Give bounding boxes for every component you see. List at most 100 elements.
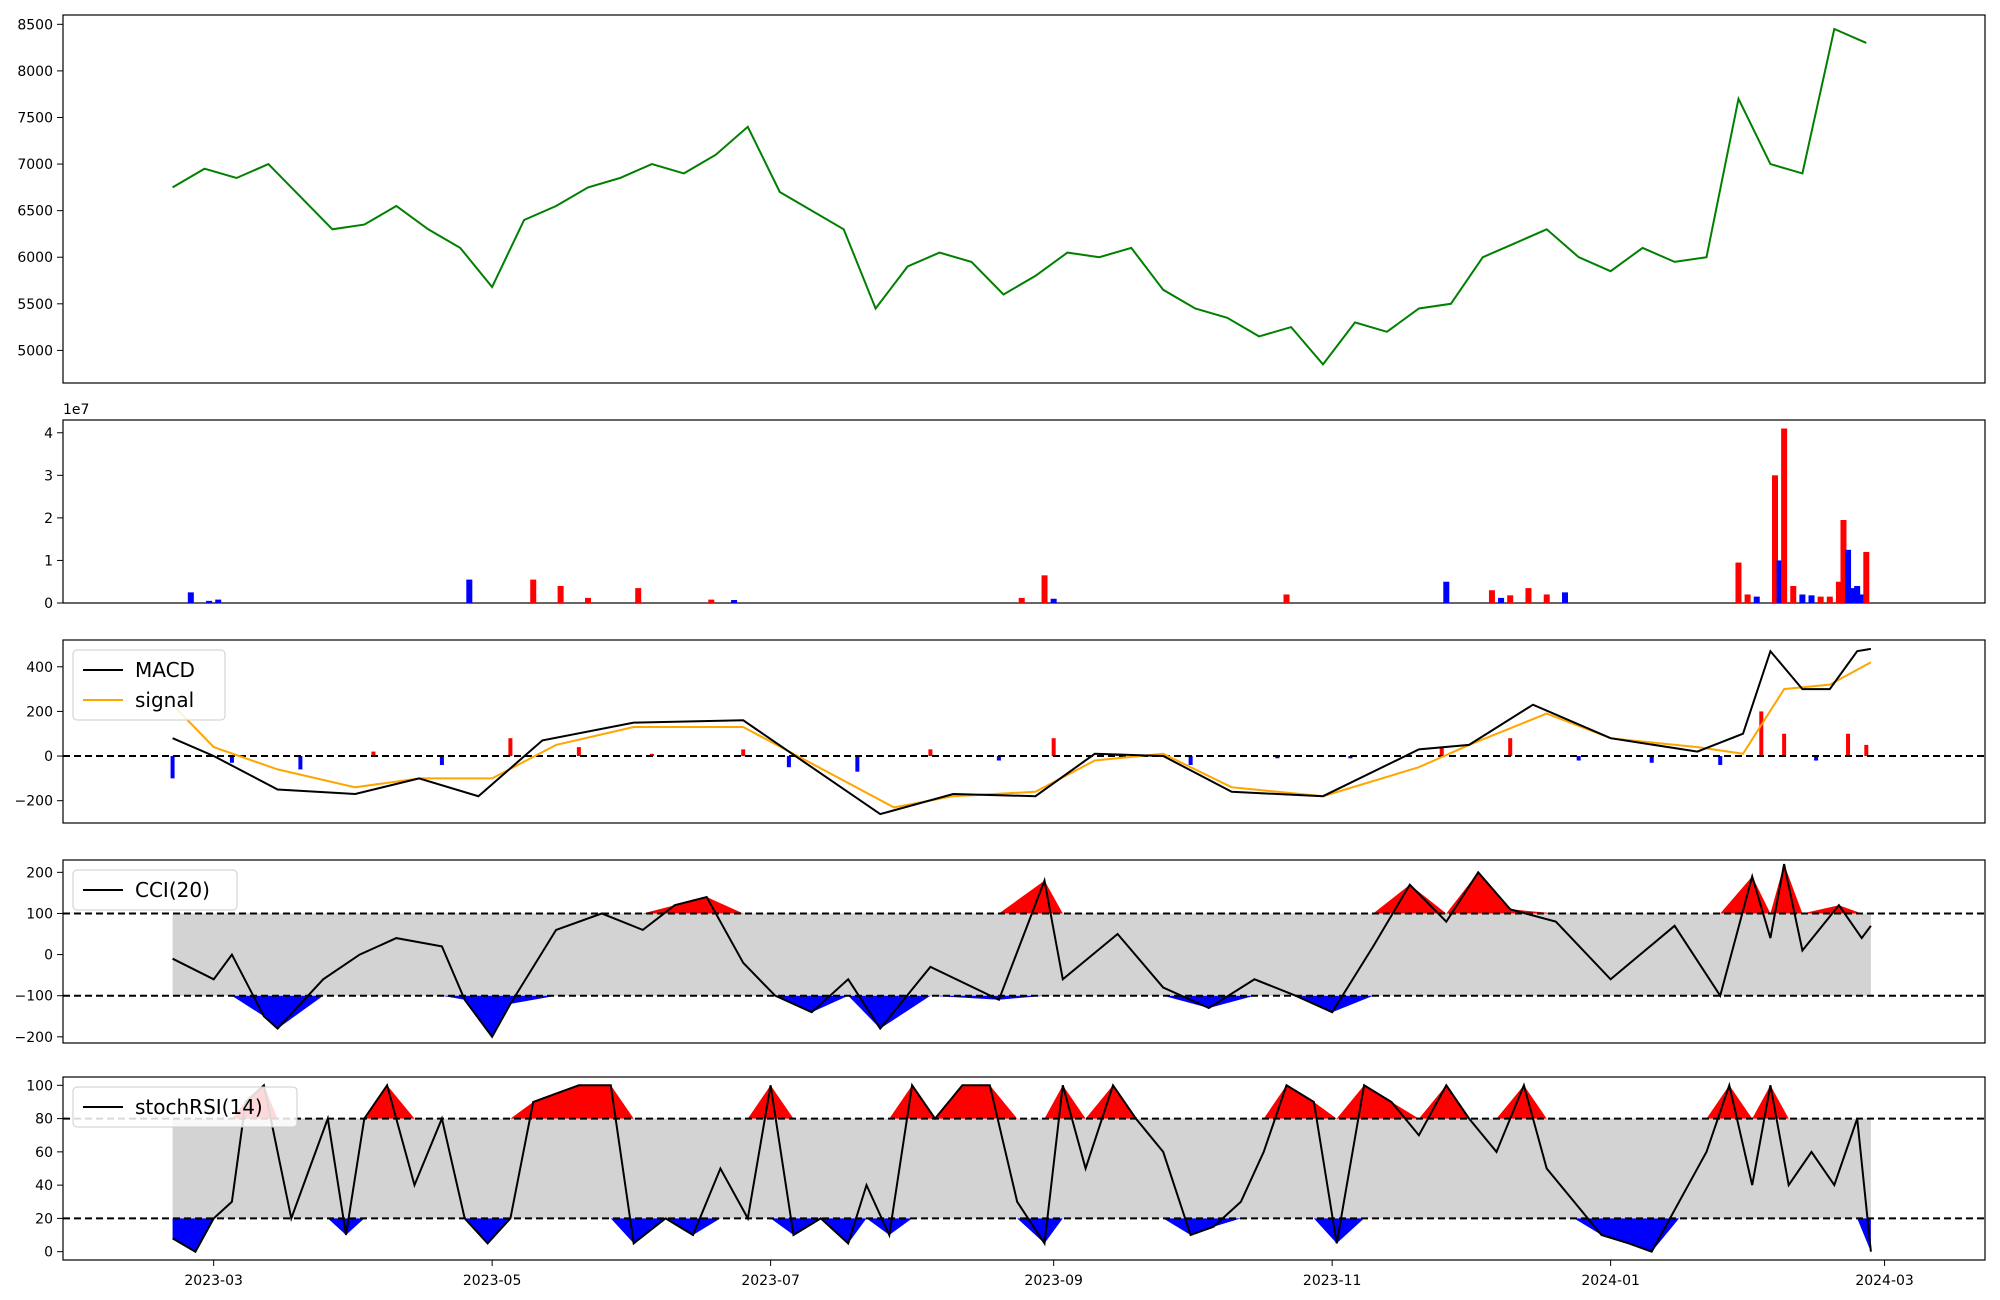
macd-line xyxy=(172,647,1872,816)
y-tick-label: 7500 xyxy=(17,110,53,126)
legend-label: signal xyxy=(135,688,194,712)
y-tick-label: −100 xyxy=(15,989,53,1005)
volume-bar xyxy=(1018,597,1025,603)
macd-histogram-bar xyxy=(229,756,234,763)
volume-bar xyxy=(1776,560,1783,603)
macd-histogram-bar xyxy=(1718,756,1723,765)
macd-histogram-bar xyxy=(576,747,581,757)
macd-histogram-bar xyxy=(741,749,746,757)
volume-bar xyxy=(1840,520,1847,603)
volume-bar xyxy=(1561,592,1568,603)
price-panel-frame xyxy=(62,14,1986,384)
x-tick-label: 2023-11 xyxy=(1303,1273,1362,1289)
y-tick-label: 40 xyxy=(35,1178,53,1194)
volume-bar xyxy=(1845,549,1852,603)
y-tick-label: −200 xyxy=(15,1030,53,1046)
macd-histogram-bar xyxy=(1051,738,1056,757)
legend-label: MACD xyxy=(135,658,195,682)
macd-histogram-bar xyxy=(1759,711,1764,757)
volume-bar xyxy=(1771,475,1778,603)
y-tick-label: 1 xyxy=(44,553,53,569)
macd-histogram-bar xyxy=(371,751,376,757)
x-tick-label: 2024-01 xyxy=(1581,1273,1640,1289)
y-tick-label: 2 xyxy=(44,511,53,527)
macd-histogram-bar xyxy=(170,756,175,779)
volume-bar xyxy=(187,592,194,603)
legend: stochRSI(14) xyxy=(72,1086,298,1128)
macd-histogram-bar xyxy=(508,738,513,757)
volume-bar xyxy=(1858,594,1865,603)
x-tick-label: 2023-05 xyxy=(463,1273,522,1289)
legend-box xyxy=(72,1086,298,1128)
volume-bar xyxy=(1826,596,1833,603)
x-tick-label: 2023-03 xyxy=(184,1273,243,1289)
macd-histogram-bar xyxy=(1814,756,1819,761)
macd-histogram-bar xyxy=(649,753,654,757)
y-tick-label: 100 xyxy=(26,906,53,922)
cci-band xyxy=(172,913,1871,996)
volume-bar xyxy=(466,579,473,603)
macd-histogram-bar xyxy=(855,756,860,772)
y-tick-label: 200 xyxy=(26,704,53,720)
y-tick-label: 200 xyxy=(26,865,53,881)
y-tick-label: 0 xyxy=(44,749,53,765)
stochrsi-panel-frame xyxy=(62,1076,1986,1261)
y-tick-label: 8000 xyxy=(17,64,53,80)
volume-bar xyxy=(1735,562,1742,603)
x-tick-label: 2024-03 xyxy=(1855,1273,1914,1289)
macd-histogram-bar xyxy=(1782,733,1787,757)
volume-bar xyxy=(530,579,537,603)
stochrsi-overbought-fill xyxy=(172,1085,1871,1119)
macd-histogram-bar xyxy=(1649,756,1654,763)
volume-bar xyxy=(206,600,213,603)
y-tick-label: 4 xyxy=(44,426,53,442)
volume-bar xyxy=(1849,588,1856,603)
volume-bar xyxy=(708,599,715,603)
stochrsi-oversold-fill xyxy=(172,1218,1871,1252)
x-tick-label: 2023-09 xyxy=(1024,1273,1083,1289)
y-tick-label: 7000 xyxy=(17,157,53,173)
volume-bar xyxy=(731,600,738,603)
macd-histogram-bar xyxy=(1348,756,1353,759)
volume-bar xyxy=(1808,595,1815,603)
y-tick-label: 0 xyxy=(44,596,53,612)
y-tick-label: 400 xyxy=(26,660,53,676)
y-tick-label: 0 xyxy=(44,948,53,964)
y-tick-label: 60 xyxy=(35,1145,53,1161)
legend-label: stochRSI(14) xyxy=(135,1095,263,1119)
volume-bar xyxy=(1041,575,1048,603)
macd-panel-frame xyxy=(62,639,1986,824)
volume-bar xyxy=(635,588,642,603)
volume-bar xyxy=(1835,581,1842,603)
y-tick-label: 80 xyxy=(35,1112,53,1128)
volume-bar xyxy=(1753,596,1760,603)
cci-panel-frame xyxy=(62,859,1986,1044)
volume-bar xyxy=(1050,598,1057,603)
macd-histogram-bar xyxy=(786,756,791,768)
legend: MACD signal xyxy=(72,649,226,721)
stochrsi-line xyxy=(172,1081,1872,1254)
volume-bar xyxy=(1863,551,1870,603)
volume-bar xyxy=(1790,585,1797,603)
volume-bar xyxy=(1817,596,1824,603)
legend-box xyxy=(72,649,226,721)
volume-bar xyxy=(1525,588,1532,603)
macd-histogram-bar xyxy=(1846,733,1851,757)
macd-histogram-bar xyxy=(1275,756,1280,759)
y-tick-label: 0 xyxy=(44,1245,53,1261)
legend-box xyxy=(72,869,238,911)
y-tick-label: 5500 xyxy=(17,297,53,313)
y-tick-label: 100 xyxy=(26,1078,53,1094)
macd-histogram-bar xyxy=(1439,747,1444,757)
volume-bar xyxy=(1543,594,1550,603)
macd-histogram-bar xyxy=(439,756,444,765)
stochrsi-band xyxy=(172,1118,1871,1219)
volume-bar xyxy=(585,597,592,603)
volume-bar xyxy=(1498,597,1505,603)
macd-histogram-bar xyxy=(1576,756,1581,761)
y-tick-label: −200 xyxy=(15,794,53,810)
macd-histogram-bar xyxy=(1508,738,1513,757)
volume-bar xyxy=(1488,590,1495,603)
y-tick-label: 3 xyxy=(44,468,53,484)
